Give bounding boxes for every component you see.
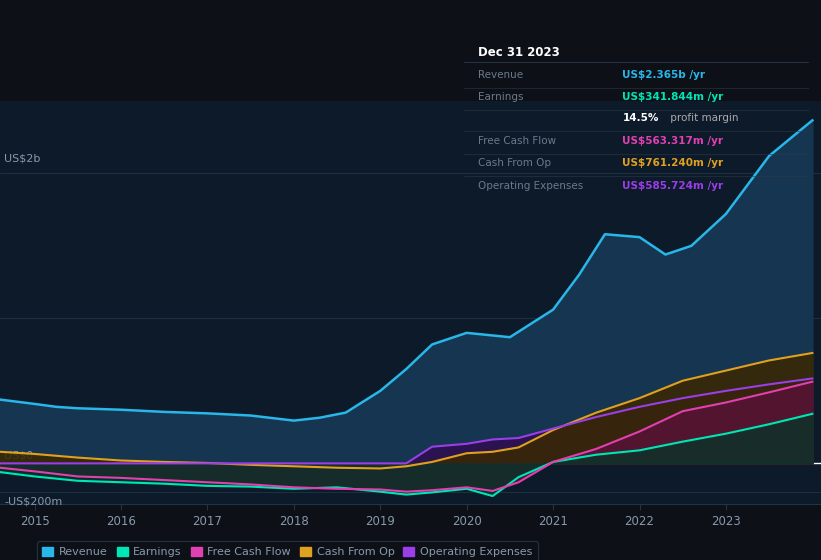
Text: Operating Expenses: Operating Expenses [478, 181, 583, 191]
Text: Free Cash Flow: Free Cash Flow [478, 136, 556, 146]
Text: US$2b: US$2b [4, 153, 40, 163]
Text: Dec 31 2023: Dec 31 2023 [478, 46, 559, 59]
Text: profit margin: profit margin [667, 113, 739, 123]
Text: -US$200m: -US$200m [4, 496, 62, 506]
Text: US$341.844m /yr: US$341.844m /yr [622, 92, 724, 102]
Text: Revenue: Revenue [478, 70, 523, 80]
Text: US$563.317m /yr: US$563.317m /yr [622, 136, 723, 146]
Text: Cash From Op: Cash From Op [478, 158, 551, 169]
Text: US$0: US$0 [4, 450, 34, 460]
Text: 14.5%: 14.5% [622, 113, 659, 123]
Text: US$2.365b /yr: US$2.365b /yr [622, 70, 705, 80]
Text: Earnings: Earnings [478, 92, 523, 102]
Text: US$585.724m /yr: US$585.724m /yr [622, 181, 723, 191]
Legend: Revenue, Earnings, Free Cash Flow, Cash From Op, Operating Expenses: Revenue, Earnings, Free Cash Flow, Cash … [37, 542, 538, 560]
Text: US$761.240m /yr: US$761.240m /yr [622, 158, 723, 169]
